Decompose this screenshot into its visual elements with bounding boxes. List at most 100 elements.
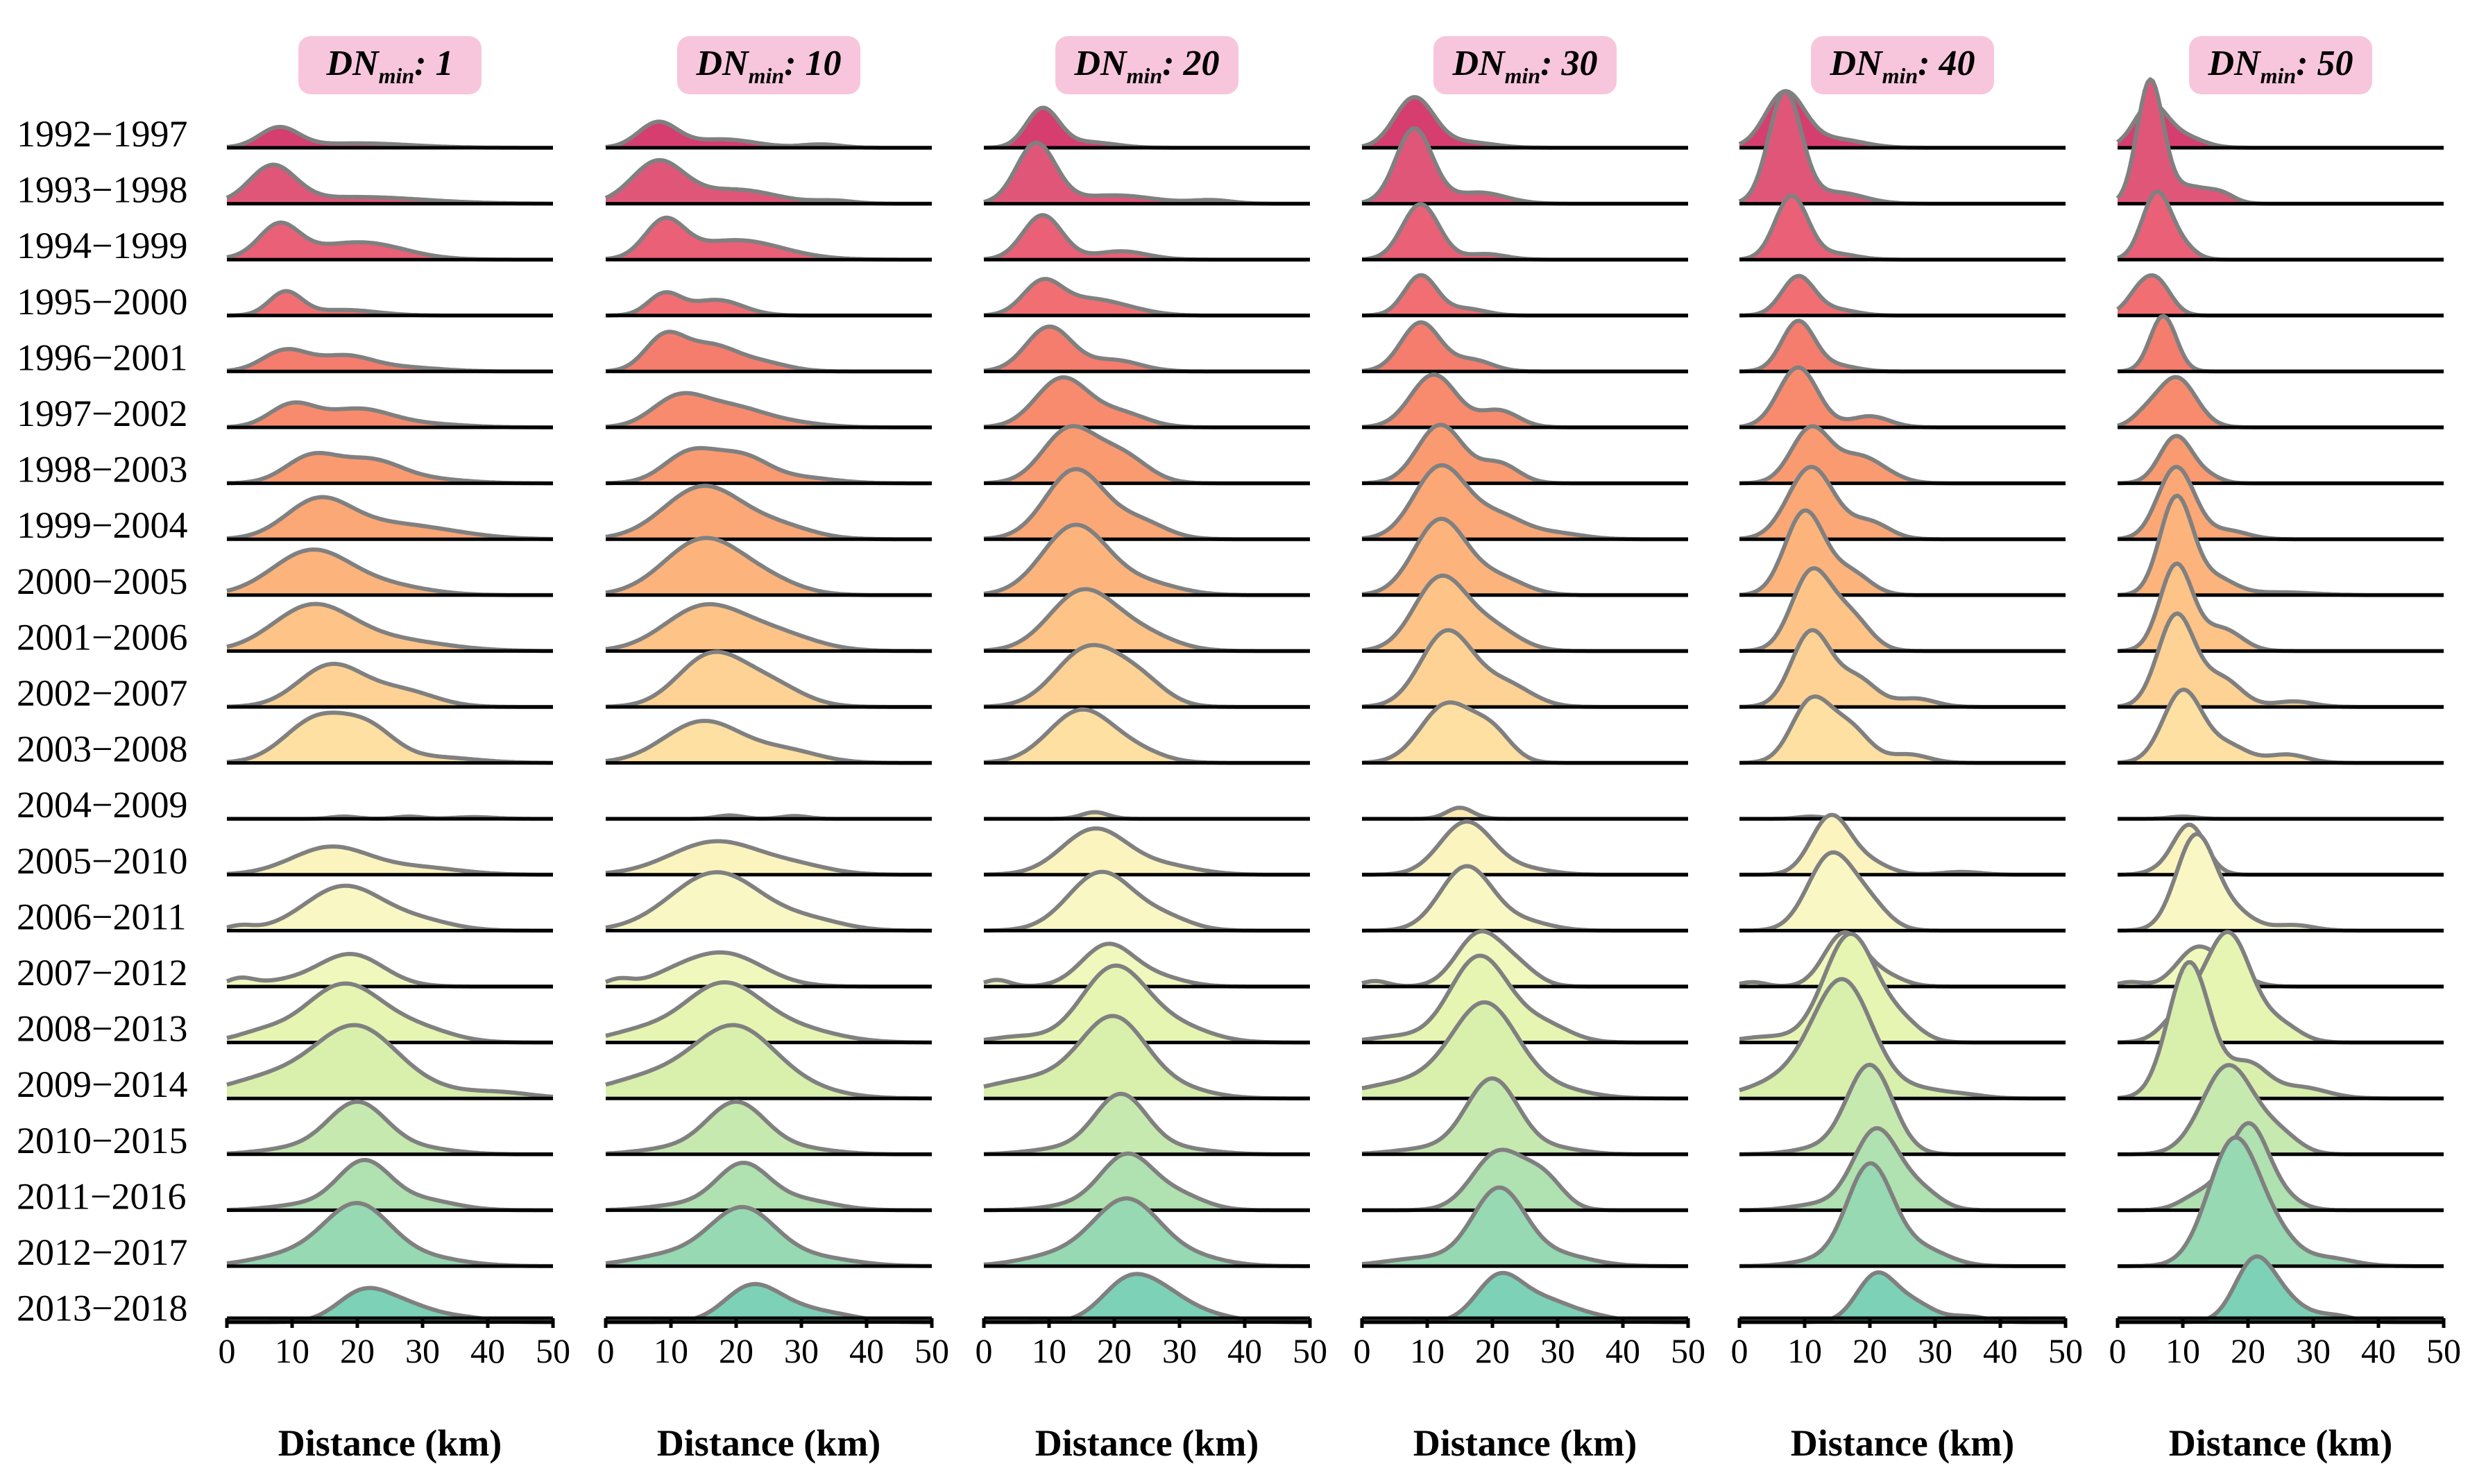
facet-title-background [677, 36, 860, 94]
x-tick-label: 10 [654, 1331, 688, 1370]
row-label: 1995−2000 [17, 281, 187, 323]
x-tick-label: 40 [470, 1331, 505, 1370]
row-label: 2011−2016 [17, 1175, 186, 1217]
x-axis-title: Distance (km) [1791, 1422, 2014, 1464]
facet-panel: DNmin: 1 0 10 20 30 40 50 Distance (km) [219, 36, 570, 1464]
facet-panel: DNmin: 50 0 10 20 30 40 50 Distance (km) [2109, 36, 2461, 1464]
ridge-area [1362, 866, 1688, 931]
ridge-area [1362, 1187, 1688, 1266]
x-axis-title: Distance (km) [657, 1422, 880, 1464]
ridge-area [1362, 375, 1688, 427]
ridge-area [984, 1153, 1310, 1211]
ridge-area [606, 721, 932, 763]
ridge-area [606, 872, 932, 931]
row-label: 1996−2001 [17, 336, 187, 378]
ridge-outline [226, 1023, 554, 1099]
ridge-outline [605, 1204, 933, 1268]
facet-title: DNmin: 20 [1073, 44, 1219, 88]
ridge-area [606, 332, 932, 372]
x-tick-label: 30 [784, 1331, 819, 1370]
ridge-area [606, 160, 932, 204]
facet-title-background [1433, 36, 1617, 94]
ridge-area [606, 841, 932, 875]
x-tick-label: 20 [1097, 1331, 1132, 1370]
ridge-area [2118, 824, 2444, 875]
row-label: 1992−1997 [17, 113, 187, 155]
ridge-area [606, 1025, 932, 1099]
x-tick-label: 50 [536, 1331, 570, 1370]
ridge-area [1739, 1128, 2066, 1211]
ridge-area [606, 217, 932, 260]
row-label: 2001−2006 [17, 616, 187, 658]
ridge-area [2118, 834, 2444, 931]
ridge-area [984, 142, 1310, 204]
facet-panel: DNmin: 20 0 10 20 30 40 50 Distance (km) [976, 36, 1327, 1464]
ridge-area [2118, 1256, 2444, 1322]
ridge-area [227, 452, 553, 484]
ridge-area [1362, 630, 1688, 707]
ridge-area [2118, 563, 2444, 651]
ridge-area [1739, 367, 2066, 427]
row-label: 1999−2004 [17, 504, 187, 546]
x-tick-label: 20 [1475, 1331, 1510, 1370]
x-axis-title: Distance (km) [1035, 1422, 1259, 1464]
ridge-area [2118, 275, 2444, 316]
row-label: 1998−2003 [17, 449, 187, 491]
x-tick-label: 0 [1354, 1331, 1371, 1370]
ridge-area [984, 524, 1310, 595]
facet-panel: DNmin: 10 0 10 20 30 40 50 Distance (km) [597, 36, 949, 1464]
facet-title: DNmin: 50 [2207, 44, 2353, 88]
x-tick-label: 30 [1540, 1331, 1575, 1370]
x-axis-title: Distance (km) [2169, 1422, 2392, 1464]
row-label: 2004−2009 [17, 784, 187, 826]
ridge-area [1739, 1272, 2066, 1322]
ridge-area [1739, 467, 2066, 540]
x-tick-label: 50 [914, 1331, 949, 1370]
facet-title-background [1811, 36, 1994, 94]
ridge-outline [1739, 850, 2066, 933]
ridge-area [606, 982, 932, 1043]
x-tick-label: 10 [2165, 1331, 2200, 1370]
ridge-area [984, 279, 1310, 316]
ridge-area [1362, 97, 1688, 148]
ridge-area [1362, 322, 1688, 372]
ridge-area [606, 1163, 932, 1211]
x-tick-label: 50 [1293, 1331, 1327, 1370]
x-axis-title: Distance (km) [278, 1422, 502, 1464]
ridge-area [227, 497, 553, 540]
x-tick-label: 40 [1227, 1331, 1262, 1370]
ridge-area [1739, 932, 2066, 987]
ridge-area [2118, 1137, 2444, 1266]
ridge-area [606, 1283, 932, 1322]
ridge-area [1362, 931, 1688, 987]
ridge-area [984, 469, 1310, 540]
x-tick-label: 20 [1853, 1331, 1887, 1370]
ridge-area [984, 709, 1310, 763]
row-label: 2007−2012 [17, 952, 187, 993]
ridge-area [227, 846, 553, 875]
ridge-area [606, 292, 932, 316]
ridge-area [1362, 1078, 1688, 1154]
x-tick-label: 30 [1918, 1331, 1952, 1370]
ridge-area [227, 1160, 553, 1211]
x-tick-label: 10 [1787, 1331, 1822, 1370]
ridge-area [1739, 1163, 2066, 1266]
row-label: 2000−2005 [17, 561, 187, 602]
ridge-area [2118, 79, 2444, 204]
x-tick-label: 40 [1983, 1331, 2018, 1370]
facet-title: DNmin: 10 [695, 44, 841, 88]
ridge-outline [226, 495, 554, 541]
ridge-area [1739, 979, 2066, 1099]
ridge-area [1362, 955, 1688, 1043]
x-tick-label: 20 [340, 1331, 375, 1370]
ridge-area [984, 828, 1310, 875]
facet-title-background [298, 36, 482, 94]
ridge-area [984, 377, 1310, 427]
facet-title-background [2189, 36, 2372, 94]
ridge-area [2118, 962, 2444, 1099]
ridge-area [227, 983, 553, 1043]
ridge-area [227, 222, 553, 260]
facet-title: DNmin: 30 [1451, 44, 1597, 88]
